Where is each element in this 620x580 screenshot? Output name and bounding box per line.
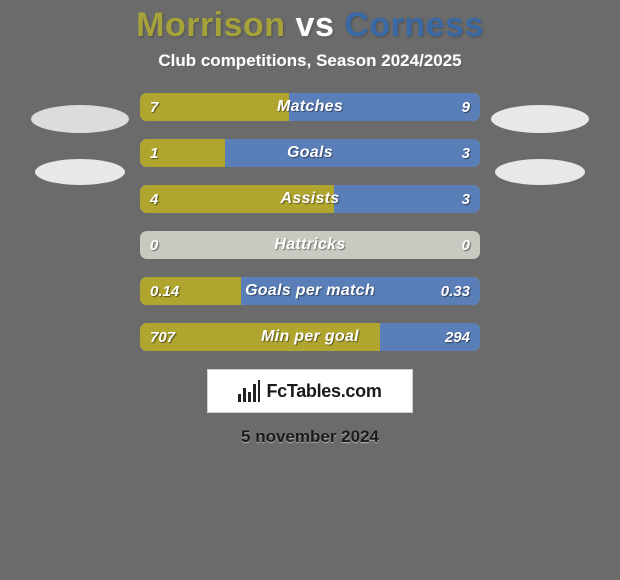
- page-root: Morrison vs Corness Club competitions, S…: [0, 0, 620, 580]
- stat-row: Goals per match0.14 0.33: [140, 277, 480, 305]
- stat-label: Matches: [140, 93, 480, 121]
- stat-value-left: 707: [150, 323, 175, 351]
- comparison-stage: Matches79Goals13Assists43Hattricks00Goal…: [0, 93, 620, 351]
- stat-row: Hattricks0 0: [140, 231, 480, 259]
- stat-value-right: 294: [445, 323, 470, 351]
- page-title: Morrison vs Corness: [136, 6, 484, 45]
- stat-label: Min per goal: [140, 323, 480, 351]
- stat-label: Goals: [140, 139, 480, 167]
- avatar-placeholder-icon: [31, 105, 129, 133]
- stat-value-left: 0: [150, 231, 158, 259]
- stat-value-left: 0.14: [150, 277, 179, 305]
- stat-label: Goals per match: [140, 277, 480, 305]
- title-player2: Corness: [344, 6, 484, 44]
- stat-label: Assists: [140, 185, 480, 213]
- club-placeholder-icon: [35, 159, 125, 185]
- stat-value-right: 9: [462, 93, 470, 121]
- avatar-placeholder-icon: [491, 105, 589, 133]
- title-player1: Morrison: [136, 6, 285, 44]
- stat-value-right: 3: [462, 139, 470, 167]
- title-vs: vs: [296, 6, 335, 44]
- stat-value-right: 0: [462, 231, 470, 259]
- right-avatar-col: [480, 93, 600, 185]
- left-avatar-col: [20, 93, 140, 185]
- stat-value-right: 0.33: [441, 277, 470, 305]
- logo-box: FcTables.com: [207, 369, 413, 413]
- logo-text: FcTables.com: [266, 381, 381, 402]
- stat-row: Goals1 3: [140, 139, 480, 167]
- stat-row: Matches7 9: [140, 93, 480, 121]
- stat-row: Min per goal707 294: [140, 323, 480, 351]
- stat-value-left: 7: [150, 93, 158, 121]
- stat-bars: Matches79Goals13Assists43Hattricks00Goal…: [140, 93, 480, 351]
- date-line: 5 november 2024: [241, 427, 379, 447]
- barchart-icon: [238, 380, 260, 402]
- stat-label: Hattricks: [140, 231, 480, 259]
- stat-value-left: 1: [150, 139, 158, 167]
- subtitle: Club competitions, Season 2024/2025: [158, 51, 461, 71]
- club-placeholder-icon: [495, 159, 585, 185]
- stat-value-right: 3: [462, 185, 470, 213]
- stat-row: Assists4 3: [140, 185, 480, 213]
- stat-value-left: 4: [150, 185, 158, 213]
